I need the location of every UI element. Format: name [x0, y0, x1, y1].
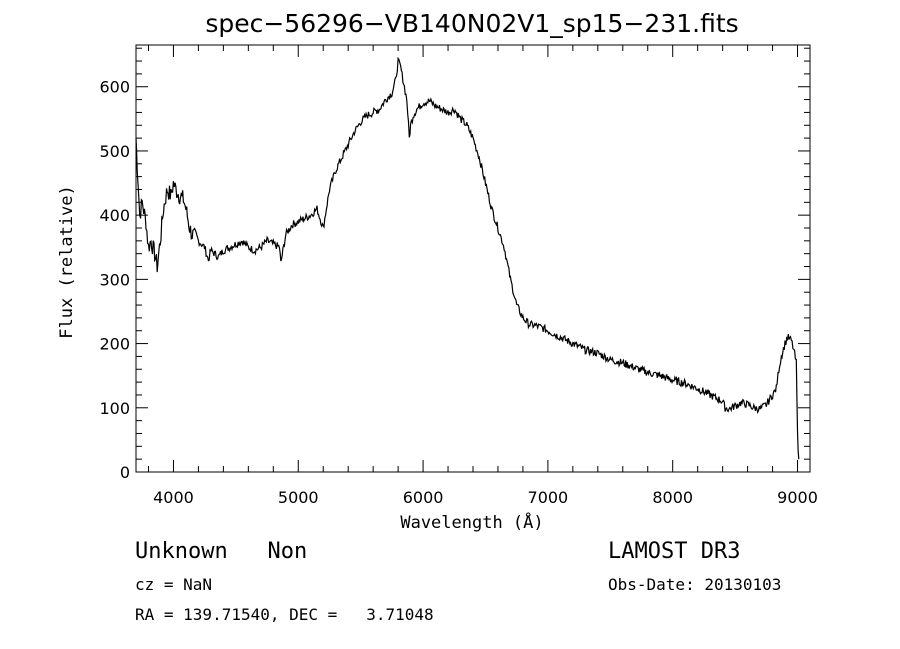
- tick-labels: 4000 5000 6000 7000 8000 9000 0 100 200 300 400 500…: [99, 78, 817, 507]
- y-tick-label: 100: [99, 399, 130, 418]
- x-tick-label: 5000: [278, 488, 319, 507]
- plot-frame: [135, 44, 811, 473]
- y-axis-label: Flux (relative): [57, 185, 77, 339]
- x-tick-label: 8000: [652, 488, 693, 507]
- chart-title: spec−56296−VB140N02V1_sp15−231.fits: [205, 9, 738, 38]
- y-tick-label: 500: [99, 142, 130, 161]
- x-tick-label: 7000: [528, 488, 569, 507]
- y-tick-label: 200: [99, 335, 130, 354]
- x-tick-label: 6000: [403, 488, 444, 507]
- axes: [135, 44, 811, 473]
- x-axis-label: Wavelength (Å): [400, 511, 543, 533]
- ticks: [136, 45, 810, 473]
- redshift-label: cz = NaN: [135, 575, 213, 594]
- object-class-label: Unknown Non: [135, 539, 308, 564]
- series-line-flux: [135, 56, 800, 460]
- y-tick-label: 400: [99, 206, 130, 225]
- y-tick-label: 0: [120, 463, 130, 482]
- x-tick-label: 9000: [777, 488, 818, 507]
- obs-date-label: Obs-Date: 20130103: [608, 575, 782, 594]
- y-tick-label: 300: [99, 270, 130, 289]
- survey-label: LAMOST DR3: [608, 539, 741, 564]
- y-tick-label: 600: [99, 78, 130, 97]
- x-tick-label: 4000: [153, 488, 194, 507]
- coordinates-label: RA = 139.71540, DEC = 3.71048: [135, 605, 434, 624]
